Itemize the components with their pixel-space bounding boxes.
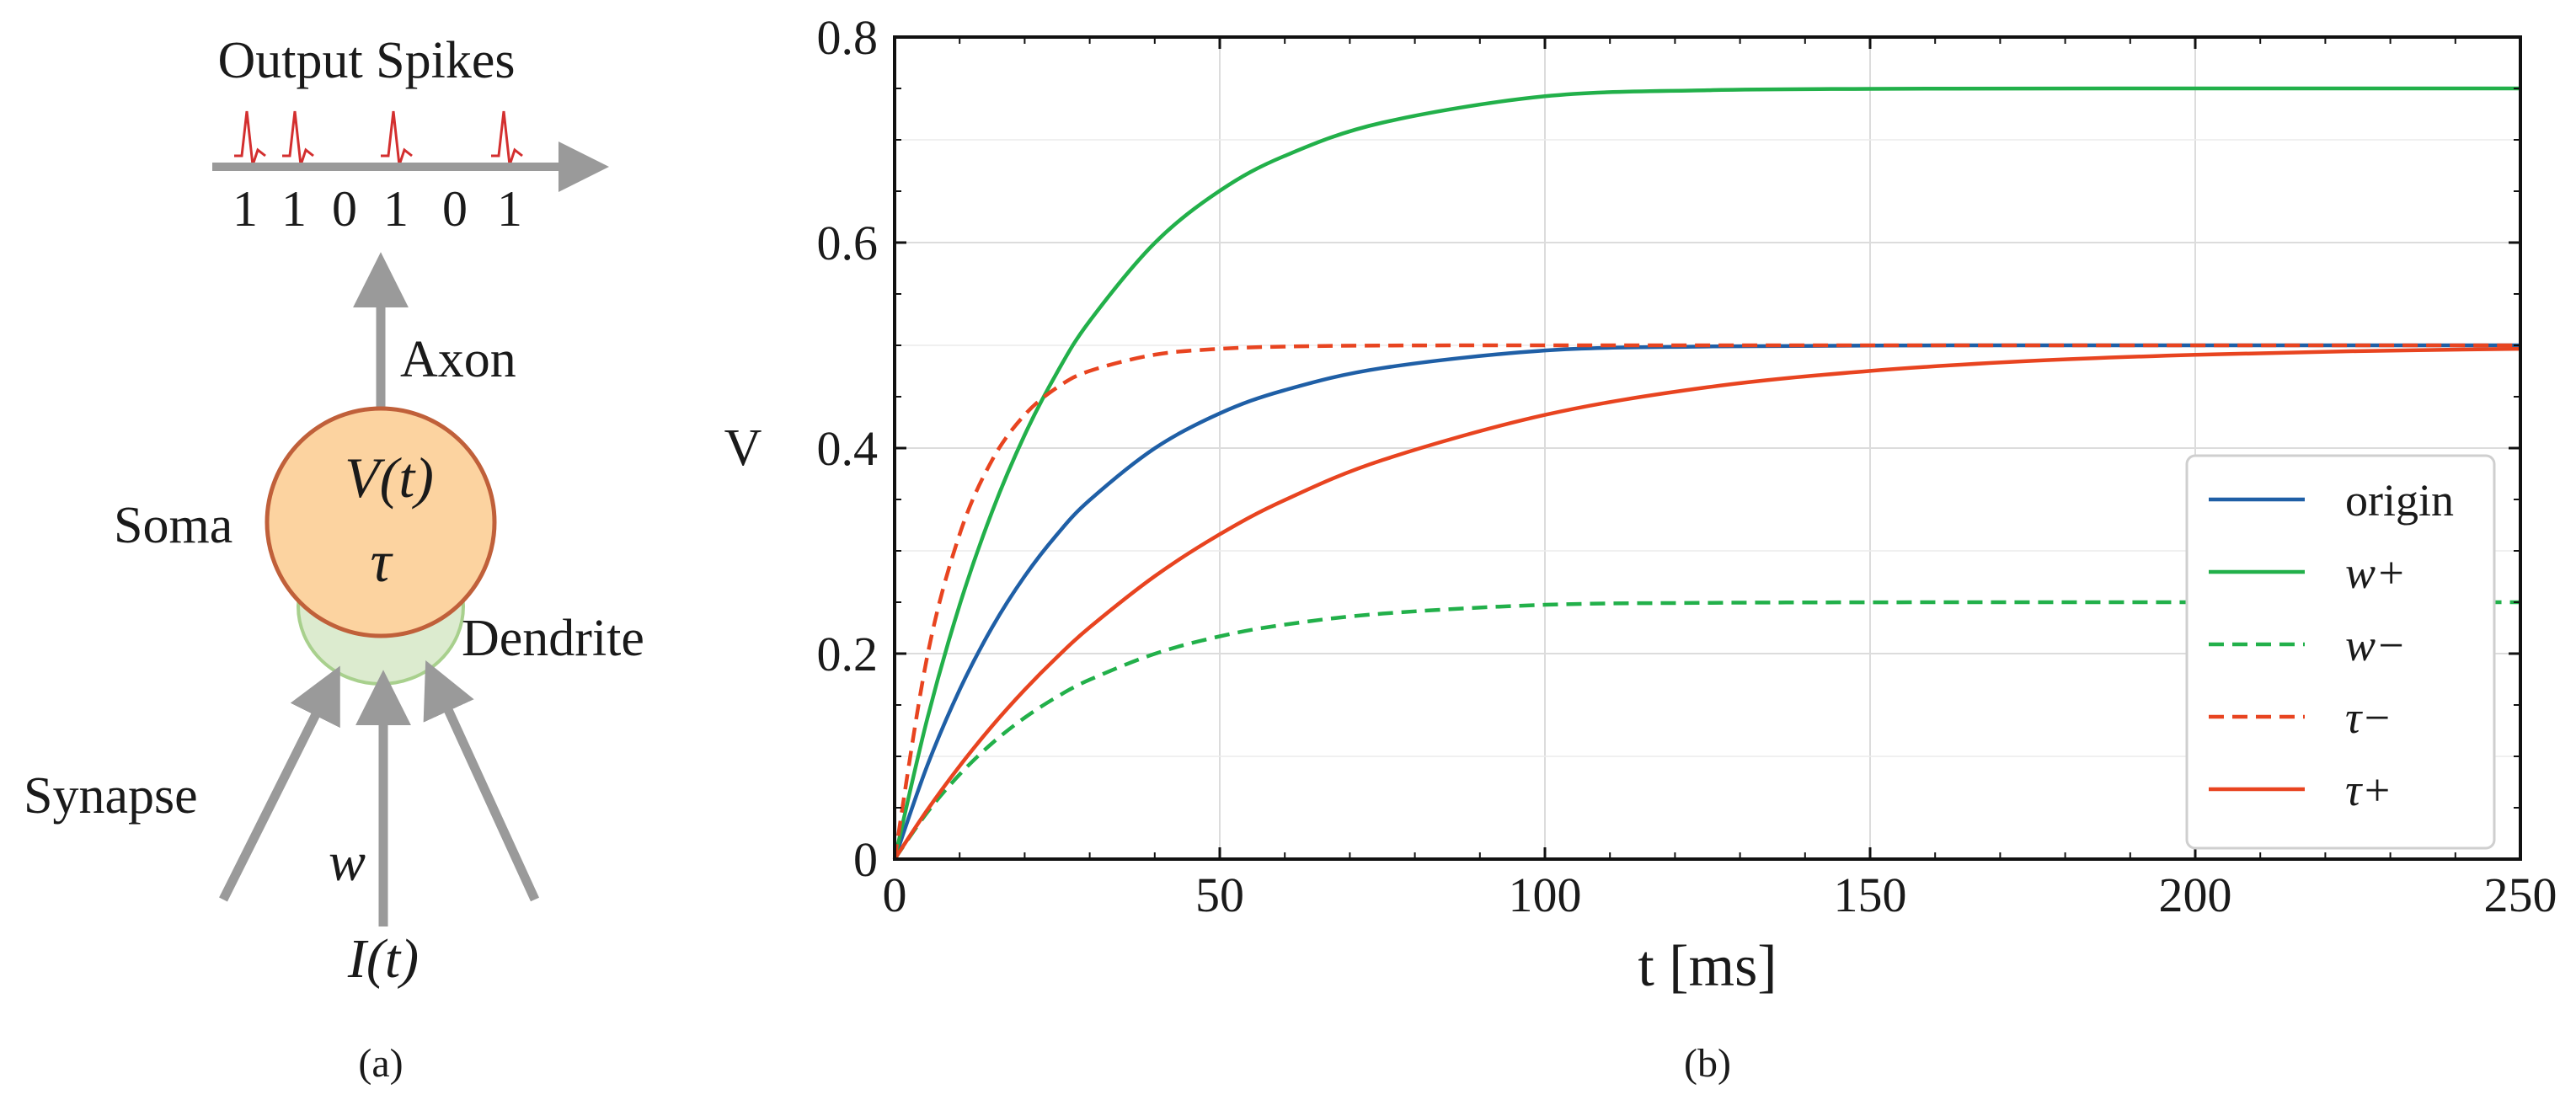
synapse-arrow-right — [423, 659, 540, 902]
series-layer — [892, 86, 2521, 861]
legend-label: origin — [2345, 475, 2454, 526]
caption-b: (b) — [1684, 1041, 1731, 1086]
series-line-τ+ — [893, 346, 2521, 861]
legend-box — [2185, 454, 2496, 850]
output-spikes-label: Output Spikes — [217, 32, 515, 89]
legend-label: τ+ — [2345, 765, 2392, 815]
legend-label: τ− — [2345, 692, 2392, 743]
soma-time-constant: τ — [370, 530, 393, 595]
y-tick-label: 0.8 — [817, 10, 879, 65]
x-axis-label: t [ms] — [1638, 934, 1777, 999]
x-tick-label: 100 — [1509, 868, 1582, 922]
x-tick-label: 0 — [883, 868, 907, 922]
spike-waveform — [234, 110, 266, 166]
dendrite-label: Dendrite — [462, 610, 644, 667]
ticks: 0 50 100 150 200 250 0 0.2 0.4 0.6 0.8 — [817, 10, 2557, 922]
soma-label: Soma — [114, 497, 232, 554]
spike-waveform — [381, 110, 413, 166]
y-tick-label: 0 — [853, 832, 878, 887]
spike-bit: 1 — [281, 181, 307, 237]
legend-label: w− — [2345, 620, 2406, 670]
soma-circle — [265, 406, 497, 638]
legend: origin w+ w− τ− τ+ — [2185, 454, 2496, 850]
spike-bit: 1 — [383, 181, 409, 237]
spike-waveform — [282, 110, 314, 166]
synapse-label: Synapse — [24, 767, 198, 825]
axon-label: Axon — [400, 331, 516, 388]
series-line-w− — [893, 600, 2520, 861]
y-tick-label: 0.4 — [817, 421, 879, 476]
series-line-τ− — [892, 343, 2520, 860]
series-line-w+ — [892, 86, 2520, 860]
weight-label: w — [329, 831, 366, 893]
x-tick-label: 200 — [2159, 868, 2232, 922]
legend-label: w+ — [2345, 547, 2406, 598]
synapse-arrow-left — [219, 665, 340, 902]
spike-bit: 0 — [332, 181, 357, 237]
spike-bit: 1 — [497, 181, 522, 237]
input-current-label: I(t) — [347, 928, 419, 990]
series-line-origin — [892, 343, 2520, 860]
spike-bit: 0 — [442, 181, 468, 237]
y-tick-label: 0.6 — [817, 216, 879, 270]
x-tick-label: 250 — [2484, 868, 2557, 922]
soma-potential: V(t) — [345, 446, 434, 510]
y-tick-label: 0.2 — [817, 627, 879, 681]
caption-a: (a) — [358, 1041, 403, 1086]
voltage-chart: 0 50 100 150 200 250 0 0.2 0.4 0.6 0.8 V t [ms] or… — [724, 10, 2557, 1086]
x-tick-label: 150 — [1834, 868, 1907, 922]
neuron-diagram: Output Spikes 1 1 0 1 0 1 Axon V(t) τ So… — [24, 32, 644, 1086]
y-axis-label: V — [724, 419, 762, 477]
x-tick-label: 50 — [1195, 868, 1244, 922]
spike-waveform — [491, 110, 523, 166]
output-spikes — [234, 110, 523, 166]
spike-bits: 1 1 0 1 0 1 — [232, 181, 522, 237]
spike-bit: 1 — [232, 181, 258, 237]
